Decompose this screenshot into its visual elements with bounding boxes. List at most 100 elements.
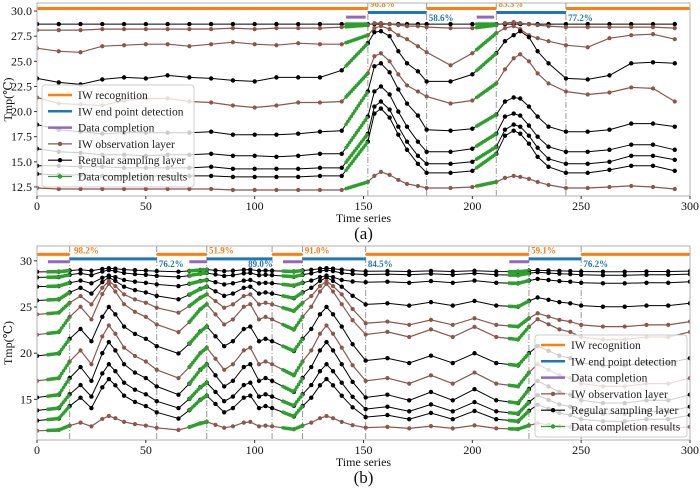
data-point	[263, 272, 268, 278]
data-point	[387, 172, 392, 177]
data-point	[269, 291, 275, 296]
data-point	[378, 99, 384, 104]
data-point	[89, 424, 94, 429]
data-point	[213, 356, 218, 361]
completion-result-point	[66, 281, 71, 285]
data-point	[472, 324, 477, 329]
data-point	[269, 394, 275, 399]
data-point	[252, 187, 257, 193]
completion-result-series	[507, 271, 531, 277]
data-point	[666, 280, 671, 285]
data-point	[213, 298, 218, 304]
data-point	[339, 151, 344, 156]
data-point	[113, 283, 118, 289]
data-point	[563, 149, 569, 154]
completion-result-point	[66, 301, 71, 306]
data-point	[494, 269, 499, 274]
data-point	[339, 277, 344, 283]
data-point	[385, 412, 390, 418]
completion-result-point	[65, 380, 69, 384]
completion-result-point	[296, 320, 301, 325]
data-point	[396, 124, 401, 129]
completion-result-point	[66, 405, 71, 409]
completion-result-series	[187, 380, 209, 401]
completion-result-series	[46, 338, 71, 357]
data-point	[37, 146, 40, 151]
data-point	[317, 100, 323, 105]
data-point	[208, 76, 214, 81]
completion-result-point	[526, 271, 531, 276]
completion-result-point	[526, 371, 531, 375]
data-point	[607, 73, 612, 78]
data-point	[213, 389, 218, 395]
data-point	[296, 153, 301, 158]
data-point	[324, 304, 329, 310]
data-point	[600, 281, 606, 286]
data-point	[121, 324, 127, 329]
data-point	[241, 395, 246, 400]
data-point	[263, 359, 268, 364]
data-point	[121, 302, 127, 307]
data-point	[208, 164, 214, 170]
completion-result-point	[365, 133, 369, 137]
percent-label: 89.0%	[248, 259, 273, 269]
completion-result-point	[296, 365, 301, 370]
data-point	[363, 272, 368, 277]
data-point	[363, 395, 368, 400]
data-point	[378, 169, 384, 174]
completion-result-series	[46, 377, 71, 398]
completion-result-point	[298, 379, 303, 384]
data-point	[274, 43, 279, 48]
series-line	[37, 25, 675, 66]
completion-result-point	[347, 117, 352, 121]
data-point	[650, 153, 656, 158]
completion-result-series	[344, 72, 369, 99]
completion-result-point	[346, 119, 350, 124]
data-point	[350, 293, 355, 298]
data-point	[546, 144, 551, 149]
data-point	[339, 362, 344, 367]
data-point	[154, 343, 159, 349]
data-point	[100, 21, 105, 27]
data-point	[56, 80, 61, 85]
data-point	[585, 25, 590, 30]
data-point	[372, 54, 377, 59]
data-point	[317, 312, 323, 317]
data-point	[424, 25, 429, 30]
data-point	[687, 424, 690, 429]
completion-result-series	[474, 31, 498, 52]
data-point	[607, 167, 612, 173]
data-point	[450, 303, 455, 308]
data-point	[209, 27, 214, 32]
data-point	[363, 425, 368, 430]
data-point	[274, 103, 279, 108]
data-point	[385, 404, 390, 409]
completion-result-series	[281, 315, 304, 332]
data-point	[546, 270, 551, 276]
data-point	[143, 314, 148, 320]
data-point	[415, 139, 421, 144]
data-point	[154, 410, 159, 415]
data-point	[666, 272, 671, 278]
data-point	[579, 322, 584, 327]
data-point	[472, 386, 477, 392]
data-point	[450, 381, 455, 386]
data-point	[89, 339, 94, 344]
percent-label: 96.8%	[370, 0, 395, 9]
data-point	[221, 268, 227, 274]
data-point	[324, 267, 329, 273]
data-point	[317, 383, 323, 388]
data-point	[154, 367, 159, 372]
data-point	[256, 405, 262, 411]
data-point	[100, 77, 105, 82]
data-point	[585, 185, 590, 191]
data-point	[213, 280, 218, 285]
data-point	[448, 21, 453, 27]
completion-result-point	[300, 290, 304, 295]
data-point	[563, 170, 569, 176]
completion-result-series	[281, 360, 304, 377]
data-point	[113, 268, 118, 274]
data-point	[241, 420, 246, 425]
data-point	[672, 61, 677, 66]
data-point	[143, 27, 148, 32]
